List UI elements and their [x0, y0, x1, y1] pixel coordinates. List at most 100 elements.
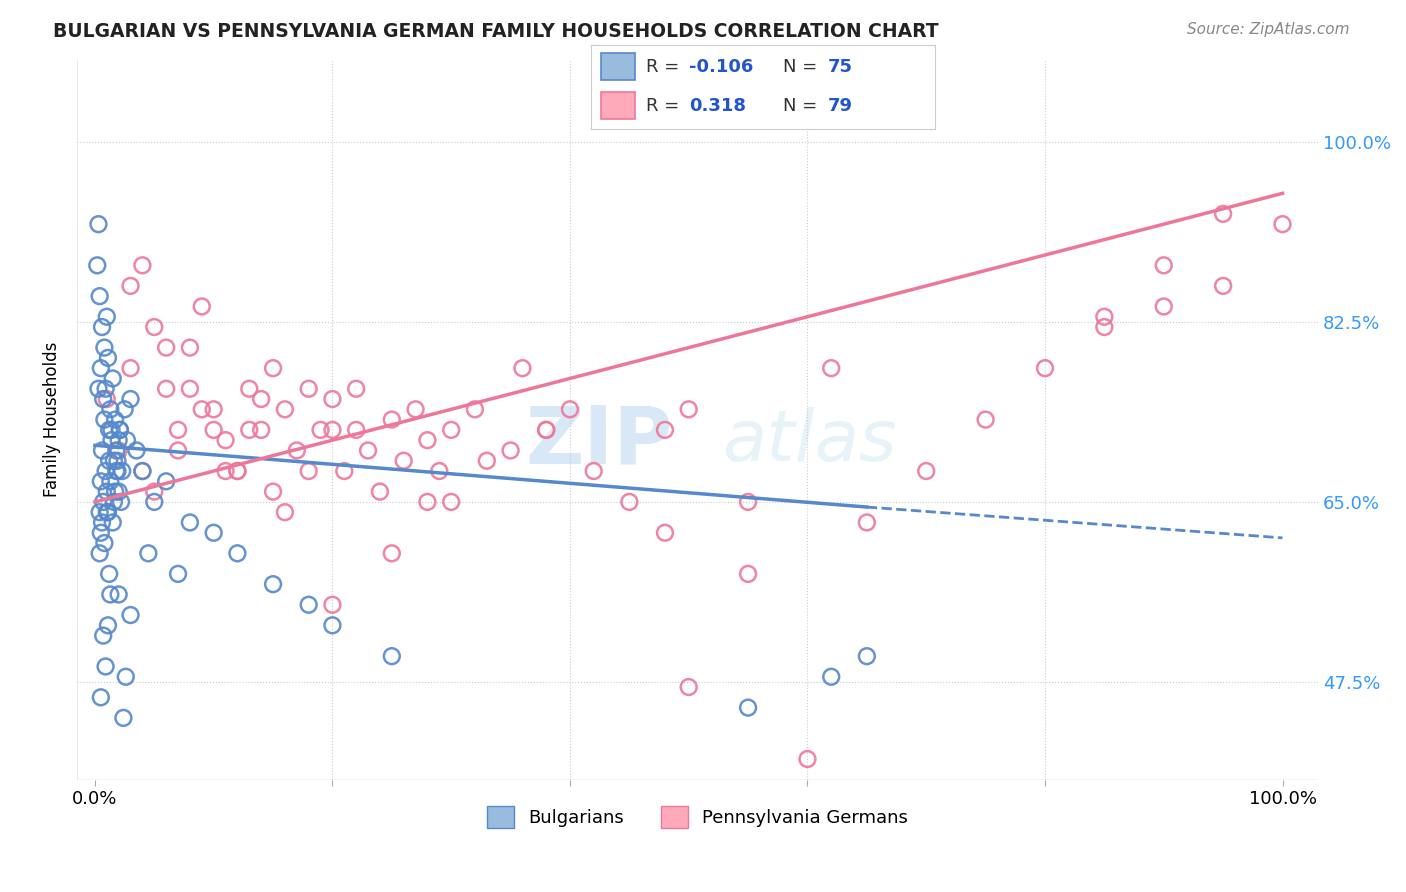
Point [1212, 207, 1234, 221]
Point [91, 392, 114, 406]
Point [475, 454, 498, 468]
Point [111, 464, 134, 478]
Text: atlas: atlas [723, 407, 897, 475]
Text: 79: 79 [828, 96, 853, 114]
Point [105, 464, 128, 478]
Point [98, 423, 121, 437]
Point [344, 382, 367, 396]
Point [155, 475, 177, 489]
Point [416, 433, 439, 447]
Legend: Bulgarians, Pennsylvania Germans: Bulgarians, Pennsylvania Germans [479, 799, 915, 836]
Point [309, 423, 332, 437]
Point [427, 464, 450, 478]
Point [93, 341, 115, 355]
Point [191, 402, 214, 417]
Point [107, 433, 129, 447]
Point [440, 423, 463, 437]
Point [368, 484, 391, 499]
Point [262, 577, 284, 591]
Point [100, 433, 122, 447]
Point [96, 505, 118, 519]
Point [90, 361, 112, 376]
Point [820, 361, 842, 376]
Point [107, 587, 129, 601]
Text: R =: R = [645, 96, 690, 114]
Point [103, 454, 125, 468]
Point [250, 423, 273, 437]
Point [405, 402, 427, 417]
Point [796, 752, 818, 766]
Point [226, 464, 249, 478]
Point [101, 371, 124, 385]
Point [167, 443, 190, 458]
Point [1212, 279, 1234, 293]
Point [104, 484, 127, 499]
Y-axis label: Family Households: Family Households [44, 342, 60, 498]
Point [131, 464, 153, 478]
Point [112, 711, 135, 725]
Point [87, 217, 110, 231]
Point [96, 310, 118, 324]
Point [93, 536, 115, 550]
Point [107, 443, 129, 458]
Point [440, 495, 463, 509]
Point [499, 443, 522, 458]
Bar [600, 54, 636, 80]
Point [87, 382, 110, 396]
Point [344, 423, 367, 437]
Point [191, 300, 214, 314]
Point [321, 618, 343, 632]
Point [97, 618, 120, 632]
Point [120, 608, 142, 623]
Point [107, 454, 129, 468]
Point [90, 690, 112, 705]
Point [512, 361, 534, 376]
Point [89, 546, 111, 560]
Point [974, 412, 997, 426]
Point [238, 423, 260, 437]
Point [321, 423, 343, 437]
Point [654, 525, 676, 540]
Point [98, 454, 121, 468]
Point [91, 320, 114, 334]
Point [179, 341, 201, 355]
Point [678, 402, 700, 417]
Point [737, 495, 759, 509]
Point [98, 475, 121, 489]
Point [262, 361, 284, 376]
Point [114, 402, 136, 417]
Point [97, 505, 120, 519]
Point [98, 402, 121, 417]
Point [114, 670, 136, 684]
Point [1033, 361, 1056, 376]
Point [737, 700, 759, 714]
Point [107, 464, 129, 478]
Text: Source: ZipAtlas.com: Source: ZipAtlas.com [1187, 22, 1350, 37]
Point [226, 546, 249, 560]
Point [90, 525, 112, 540]
Point [1271, 217, 1294, 231]
Point [91, 629, 114, 643]
Point [381, 412, 404, 426]
Point [94, 382, 117, 396]
Point [333, 464, 356, 478]
Point [416, 495, 439, 509]
Point [737, 566, 759, 581]
Point [357, 443, 380, 458]
Point [86, 258, 108, 272]
Point [91, 443, 114, 458]
Point [678, 680, 700, 694]
Text: ZIP: ZIP [526, 402, 673, 480]
Point [155, 341, 177, 355]
Point [94, 464, 117, 478]
Point [104, 412, 127, 426]
Point [381, 649, 404, 664]
Point [167, 423, 190, 437]
Point [558, 402, 581, 417]
Point [90, 475, 112, 489]
Point [915, 464, 938, 478]
Point [226, 464, 249, 478]
Point [285, 443, 308, 458]
Point [202, 525, 225, 540]
Point [321, 598, 343, 612]
